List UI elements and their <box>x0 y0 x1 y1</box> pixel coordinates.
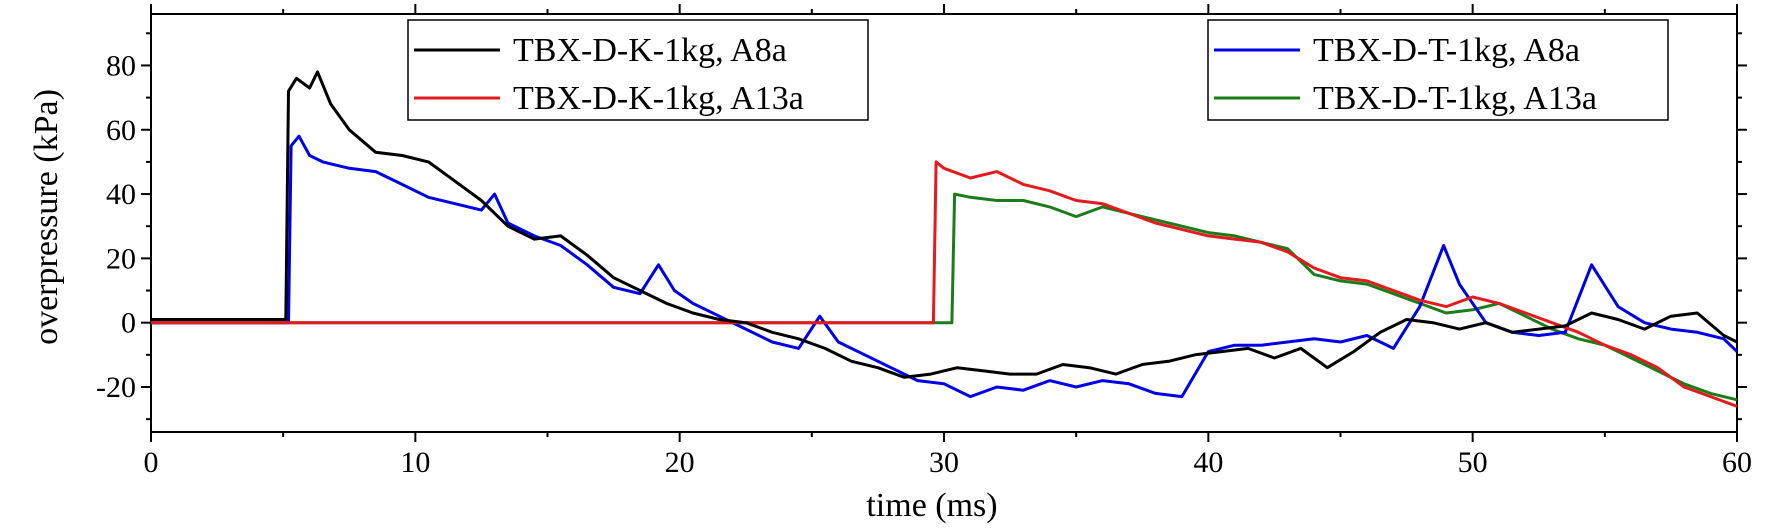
y-tick-label: -20 <box>96 371 136 404</box>
plot-axes: 0 10 20 30 40 50 60 -20 0 20 40 60 80 <box>96 4 1752 479</box>
legends: TBX-D-K-1kg, A8a TBX-D-K-1kg, A13a TBX-D-T… <box>407 19 1669 121</box>
series-layer <box>151 70 1739 408</box>
y-tick-label: 80 <box>106 49 136 82</box>
x-tick-label: 50 <box>1458 446 1488 479</box>
y-tick-label: 40 <box>106 178 136 211</box>
y-tick-label: 20 <box>106 242 136 275</box>
series-line <box>151 160 1738 408</box>
y-tick-label: 60 <box>106 114 136 147</box>
y-axis-title: overpressure (kPa) <box>28 89 65 345</box>
legend-label: TBX-D-T-1kg, A8a <box>1313 32 1580 69</box>
legend-box <box>1207 19 1669 121</box>
x-tick-label: 20 <box>665 446 695 479</box>
legend-box <box>407 19 869 121</box>
x-tick-label: 10 <box>400 446 430 479</box>
x-tick-label: 0 <box>144 446 159 479</box>
series-line <box>151 192 1738 402</box>
series-line <box>151 134 1739 399</box>
x-axis-title: time (ms) <box>866 487 997 524</box>
legend-label: TBX-D-T-1kg, A13a <box>1313 80 1597 117</box>
x-tick-label: 40 <box>1193 446 1223 479</box>
x-tick-label: 60 <box>1722 446 1752 479</box>
legend-label: TBX-D-K-1kg, A13a <box>513 80 804 117</box>
y-tick-label: 0 <box>121 307 136 340</box>
legend-label: TBX-D-K-1kg, A8a <box>513 32 787 69</box>
series-line <box>151 70 1738 379</box>
x-tick-label: 30 <box>929 446 959 479</box>
